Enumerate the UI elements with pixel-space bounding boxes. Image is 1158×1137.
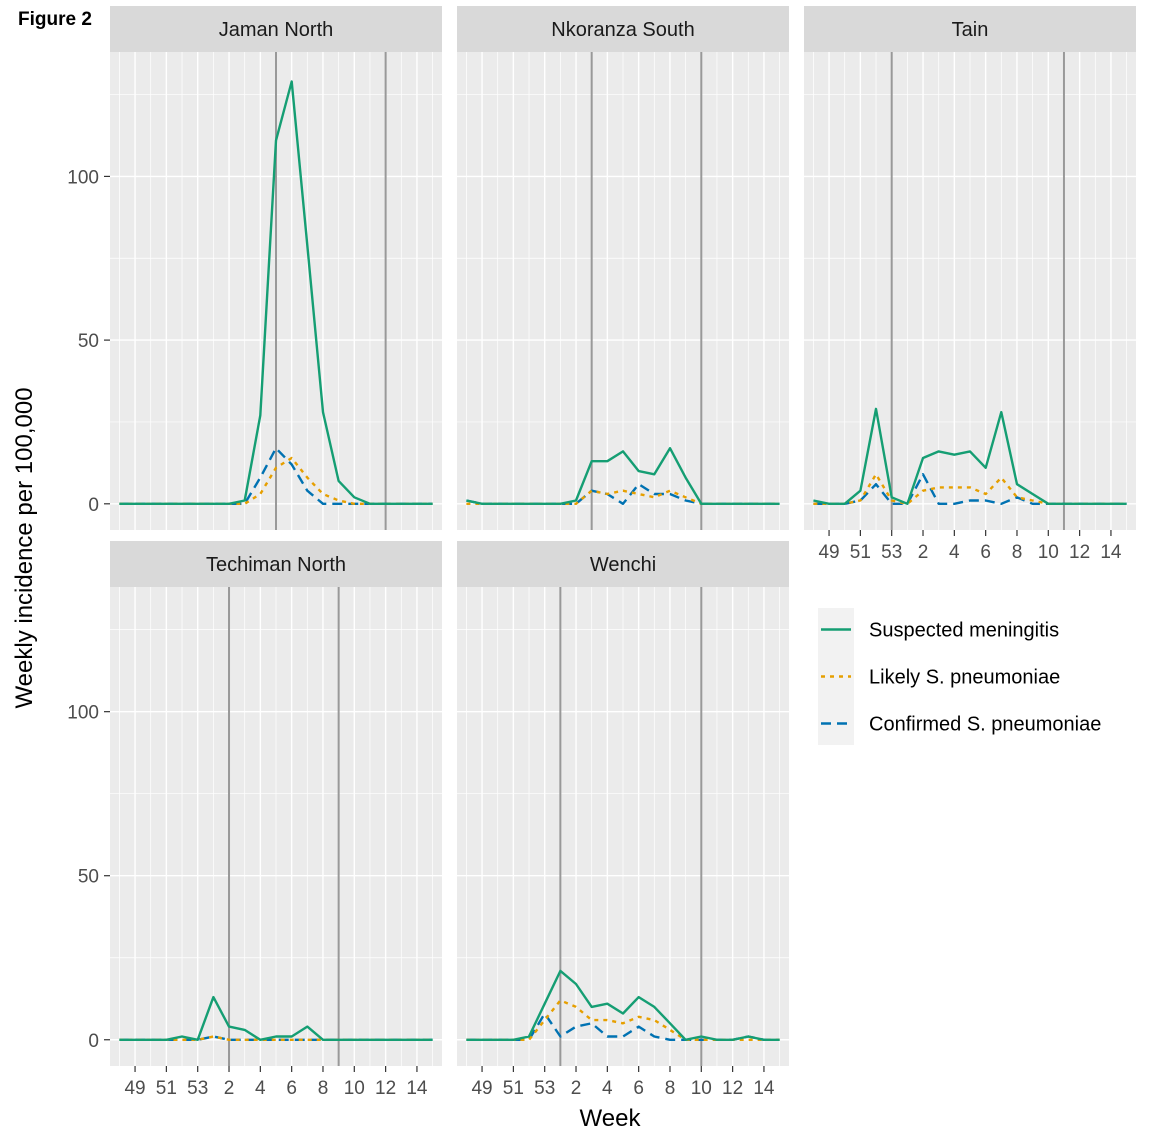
x-tick-label: 14 (1100, 542, 1122, 563)
series-line-likely (466, 999, 780, 1042)
series-line-suspected (466, 969, 780, 1042)
x-tick-label: 4 (255, 1078, 266, 1099)
series-line-suspected (813, 407, 1127, 505)
x-tick-label: 6 (286, 1078, 297, 1099)
series-line-suspected (119, 995, 433, 1042)
panel-title: Jaman North (219, 19, 334, 41)
legend: Suspected meningitis Likely S. pneumoniae… (818, 608, 1101, 745)
x-tick-label: 14 (406, 1078, 428, 1099)
panel-wenchi: Wenchi 49 51 53 2 4 6 8 10 12 14 (457, 541, 789, 1099)
y-tick-label: 50 (78, 331, 99, 352)
x-tick-label: 2 (224, 1078, 235, 1099)
figure-label: Figure 2 (18, 9, 92, 30)
legend-label-suspected: Suspected meningitis (869, 620, 1059, 642)
x-tick-label: 4 (602, 1078, 613, 1099)
panel-nkoranza-south: Nkoranza South (457, 6, 789, 530)
x-tick-label: 49 (124, 1078, 145, 1099)
y-tick-label: 100 (67, 703, 99, 724)
x-tick-label: 10 (1038, 542, 1059, 563)
panel-title: Techiman North (206, 554, 346, 576)
y-tick-label: 0 (88, 1031, 99, 1052)
x-tick-label: 53 (881, 542, 902, 563)
x-tick-label: 8 (665, 1078, 676, 1099)
y-tick-label: 50 (78, 867, 99, 888)
x-tick-label: 53 (187, 1078, 208, 1099)
x-tick-label: 2 (918, 542, 929, 563)
x-tick-label: 2 (571, 1078, 582, 1099)
series-line-suspected (119, 80, 433, 505)
x-tick-label: 6 (633, 1078, 644, 1099)
panel-jaman-north: Jaman North 0 50 100 (67, 6, 442, 530)
panel-title: Wenchi (590, 554, 656, 576)
panel-techiman-north: Techiman North 0 50 100 49 51 53 2 4 6 8 10 12 14 (67, 541, 442, 1099)
x-tick-label: 53 (534, 1078, 555, 1099)
panel-title: Tain (952, 19, 989, 41)
panel-strip (457, 6, 789, 52)
x-tick-label: 12 (1069, 542, 1090, 563)
panel-strip (110, 541, 442, 587)
panel-tain: Tain 49 51 53 2 4 6 8 10 12 14 (804, 6, 1136, 563)
x-tick-label: 51 (850, 542, 871, 563)
x-tick-label: 12 (722, 1078, 743, 1099)
x-tick-label: 51 (156, 1078, 177, 1099)
series-line-suspected (466, 447, 780, 505)
x-tick-label: 51 (503, 1078, 524, 1099)
x-axis-title: Week (580, 1105, 642, 1132)
x-tick-label: 8 (318, 1078, 329, 1099)
y-axis-title: Weekly incidence per 100,000 (11, 387, 38, 708)
x-tick-label: 6 (980, 542, 991, 563)
panel-strip (804, 6, 1136, 52)
x-tick-label: 49 (471, 1078, 492, 1099)
panel-strip (457, 541, 789, 587)
series-line-confirmed (813, 473, 1127, 505)
x-tick-label: 49 (818, 542, 839, 563)
panel-title: Nkoranza South (551, 19, 694, 41)
x-tick-label: 12 (375, 1078, 396, 1099)
x-tick-label: 14 (753, 1078, 775, 1099)
x-tick-label: 10 (344, 1078, 365, 1099)
x-tick-label: 4 (949, 542, 960, 563)
legend-label-likely: Likely S. pneumoniae (869, 667, 1060, 689)
y-tick-label: 100 (67, 167, 99, 188)
x-tick-label: 10 (691, 1078, 712, 1099)
y-tick-label: 0 (88, 495, 99, 516)
legend-label-confirmed: Confirmed S. pneumoniae (869, 714, 1101, 736)
x-tick-label: 8 (1012, 542, 1023, 563)
panel-strip (110, 6, 442, 52)
